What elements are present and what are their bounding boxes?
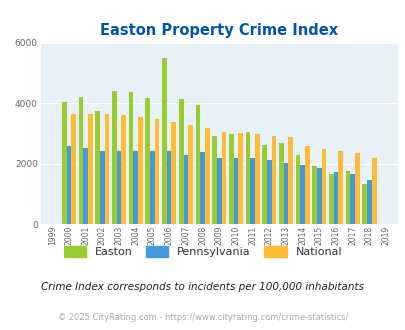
- Bar: [266, 160, 271, 224]
- Bar: [254, 134, 259, 224]
- Bar: [362, 184, 366, 224]
- Bar: [283, 163, 288, 224]
- Bar: [66, 147, 71, 224]
- Bar: [262, 145, 266, 224]
- Bar: [249, 158, 254, 224]
- Bar: [333, 172, 338, 224]
- Bar: [212, 136, 216, 224]
- Bar: [95, 111, 100, 224]
- Title: Easton Property Crime Index: Easton Property Crime Index: [100, 22, 337, 38]
- Legend: Easton, Pennsylvania, National: Easton, Pennsylvania, National: [60, 242, 345, 261]
- Bar: [117, 151, 121, 224]
- Bar: [371, 158, 375, 224]
- Bar: [100, 151, 104, 224]
- Bar: [178, 99, 183, 224]
- Text: © 2025 CityRating.com - https://www.cityrating.com/crime-statistics/: © 2025 CityRating.com - https://www.city…: [58, 313, 347, 322]
- Bar: [316, 168, 321, 224]
- Bar: [221, 132, 226, 224]
- Bar: [216, 158, 221, 224]
- Text: Crime Index corresponds to incidents per 100,000 inhabitants: Crime Index corresponds to incidents per…: [41, 282, 364, 292]
- Bar: [162, 58, 166, 224]
- Bar: [121, 115, 126, 224]
- Bar: [128, 92, 133, 224]
- Bar: [233, 158, 238, 224]
- Bar: [188, 125, 192, 224]
- Bar: [321, 149, 326, 224]
- Bar: [295, 155, 300, 224]
- Bar: [83, 148, 88, 224]
- Bar: [245, 132, 249, 224]
- Bar: [154, 119, 159, 224]
- Bar: [278, 143, 283, 224]
- Bar: [183, 154, 188, 224]
- Bar: [112, 91, 117, 224]
- Bar: [366, 180, 371, 224]
- Bar: [338, 151, 342, 224]
- Bar: [62, 102, 66, 224]
- Bar: [345, 172, 350, 224]
- Bar: [238, 133, 242, 224]
- Bar: [304, 146, 309, 224]
- Bar: [145, 98, 150, 224]
- Bar: [71, 114, 76, 224]
- Bar: [271, 136, 276, 224]
- Bar: [228, 134, 233, 224]
- Bar: [300, 164, 304, 224]
- Bar: [354, 153, 359, 224]
- Bar: [311, 166, 316, 224]
- Bar: [288, 137, 292, 224]
- Bar: [205, 128, 209, 224]
- Bar: [88, 114, 92, 224]
- Bar: [171, 121, 176, 224]
- Bar: [133, 151, 138, 224]
- Bar: [350, 174, 354, 224]
- Bar: [195, 105, 200, 224]
- Bar: [79, 97, 83, 224]
- Bar: [200, 152, 205, 224]
- Bar: [104, 114, 109, 224]
- Bar: [166, 151, 171, 224]
- Bar: [138, 117, 143, 224]
- Bar: [150, 151, 154, 224]
- Bar: [328, 175, 333, 224]
